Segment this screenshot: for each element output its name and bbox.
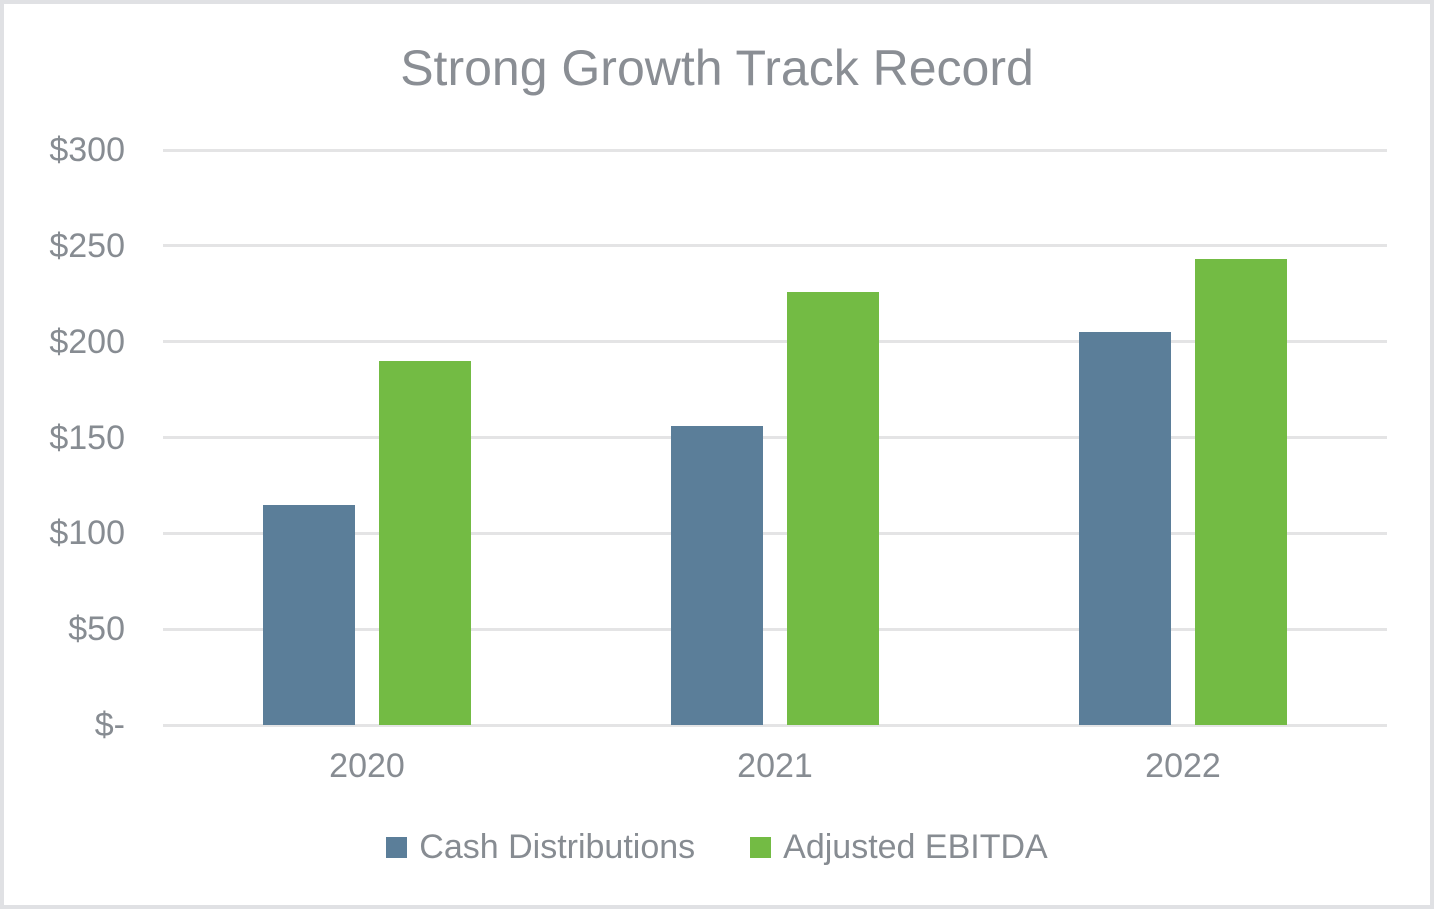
plot-area [163, 148, 1387, 727]
y-tick-label-300: $300 [49, 131, 125, 169]
bar-adjusted-ebitda-2022 [1195, 259, 1287, 725]
y-tick-label-50: $50 [68, 610, 125, 649]
y-tick-label-250: $250 [49, 226, 125, 265]
x-axis: 2020 2021 2022 [163, 744, 1387, 794]
x-tick-label-2020: 2020 [329, 747, 405, 785]
legend-label-cash-distributions: Cash Distributions [419, 828, 696, 866]
y-tick-label-200: $200 [49, 322, 125, 361]
legend-item-cash-distributions: Cash Distributions [386, 826, 695, 868]
legend: Cash Distributions Adjusted EBITDA [4, 826, 1430, 868]
gridline-300 [163, 148, 1387, 152]
y-tick-label-150: $150 [49, 418, 125, 457]
bar-adjusted-ebitda-2021 [787, 291, 879, 725]
chart-title: Strong Growth Track Record [400, 40, 1034, 96]
bar-cash-distributions-2021 [671, 426, 763, 725]
gridline-200 [163, 340, 1387, 344]
legend-marker-cash-distributions-icon [386, 836, 408, 858]
legend-label-adjusted-ebitda: Adjusted EBITDA [783, 828, 1048, 866]
gridline-50 [163, 627, 1387, 631]
bar-cash-distributions-2020 [263, 504, 355, 725]
gridline-100 [163, 531, 1387, 535]
legend-marker-adjusted-ebitda-icon [750, 836, 772, 858]
y-axis: $- $50 $100 $150 $200 $250 $300 [4, 4, 125, 905]
gridline-250 [163, 244, 1387, 248]
x-tick-label-2021: 2021 [737, 747, 813, 785]
gridline-150 [163, 436, 1387, 439]
bar-adjusted-ebitda-2020 [379, 360, 471, 725]
x-axis-line [163, 723, 1387, 727]
y-tick-label-0: $- [94, 706, 125, 744]
bar-cash-distributions-2022 [1079, 332, 1171, 725]
y-tick-label-100: $100 [49, 514, 125, 553]
legend-item-adjusted-ebitda: Adjusted EBITDA [750, 826, 1048, 868]
x-tick-label-2022: 2022 [1145, 747, 1221, 785]
